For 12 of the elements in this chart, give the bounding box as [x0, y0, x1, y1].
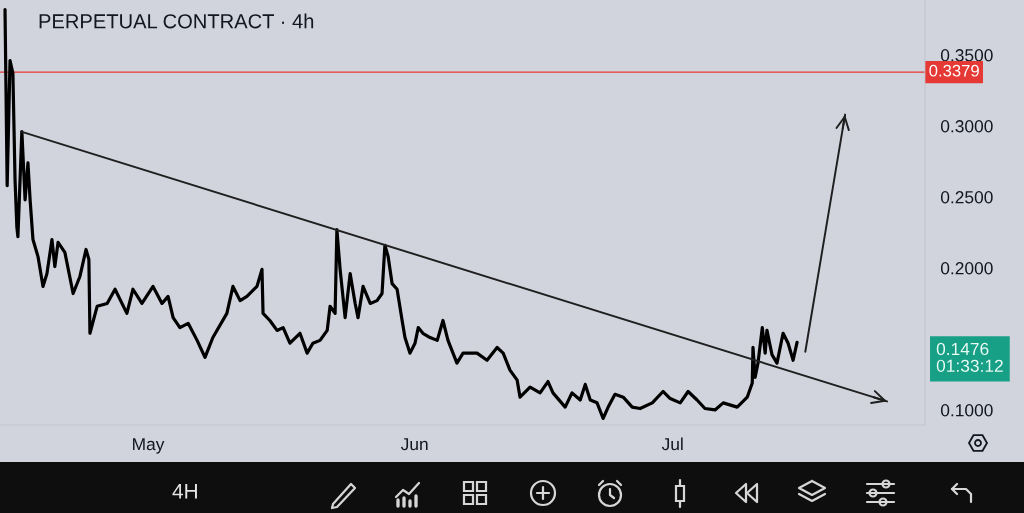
y-tick-label: 0.2000: [940, 262, 993, 275]
x-tick-label: Jun: [400, 438, 428, 451]
x-tick-label: Jul: [661, 437, 683, 451]
ref-line-label: 0.3379: [929, 64, 979, 77]
y-tick-label: 0.3000: [940, 120, 993, 133]
text: 4H: [172, 484, 197, 499]
text: 0.1476 01:33:12: [936, 342, 1003, 372]
y-tick-label: 0.1000: [940, 404, 993, 417]
text: PERPETUAL CONTRACT · 4h: [39, 13, 314, 29]
y-tick-label: 0.2500: [940, 191, 993, 204]
y-tick-label: 0.3500: [940, 49, 993, 62]
x-tick-label: May: [133, 438, 165, 454]
